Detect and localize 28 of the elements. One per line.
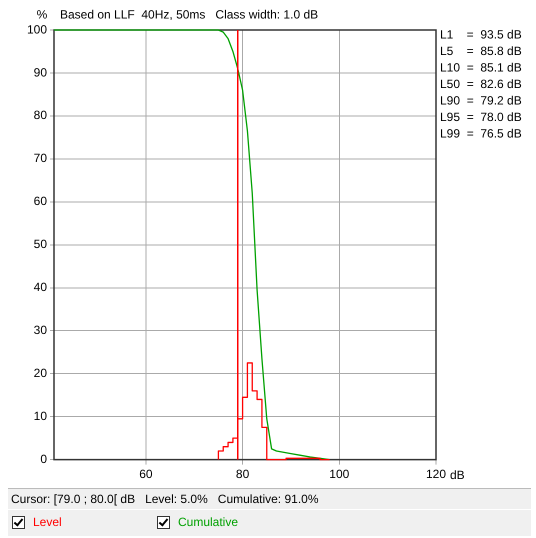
text: Level <box>33 515 62 529</box>
text: Cursor: [79.0 ; 80.0[ dB Level: 5.0% Cumulative: 91.0% <box>8 488 531 509</box>
text: L5 = 85.8 dB <box>440 44 522 58</box>
y-tick-label: 40 <box>34 280 48 294</box>
y-tick-label: 100 <box>26 22 48 36</box>
y-tick-label: 0 <box>40 452 48 466</box>
y-tick-label: 10 <box>34 408 48 423</box>
y-tick-label: 60 <box>34 194 48 208</box>
text: L50 = 82.6 dB <box>440 76 522 91</box>
text: L10 = 85.1 dB <box>440 60 522 74</box>
chart-title: Based on LLF 40Hz, 50ms Class width: 1.0 dB <box>60 7 318 22</box>
x-axis-title: dB <box>450 468 465 482</box>
text: Cumulative <box>178 515 238 529</box>
text: L90 = 79.2 dB <box>440 93 522 108</box>
y-tick-label: 20 <box>34 366 48 380</box>
text: L95 = 78.0 dB <box>440 110 522 124</box>
y-tick-label: 70 <box>34 151 48 166</box>
y-tick-label: 80 <box>34 108 48 122</box>
text: L1 = 93.5 dB <box>440 27 522 42</box>
x-tick-label: 60 <box>139 467 153 482</box>
x-tick-label: 100 <box>329 467 350 482</box>
y-tick-label: 90 <box>34 65 48 80</box>
y-tick-label: 50 <box>34 237 48 252</box>
y-tick-label: 30 <box>34 323 48 338</box>
x-tick-label: 80 <box>236 467 250 482</box>
text: L99 = 76.5 dB <box>440 126 522 140</box>
y-axis-title: % <box>36 7 48 22</box>
x-tick-label: 120 <box>426 467 446 482</box>
